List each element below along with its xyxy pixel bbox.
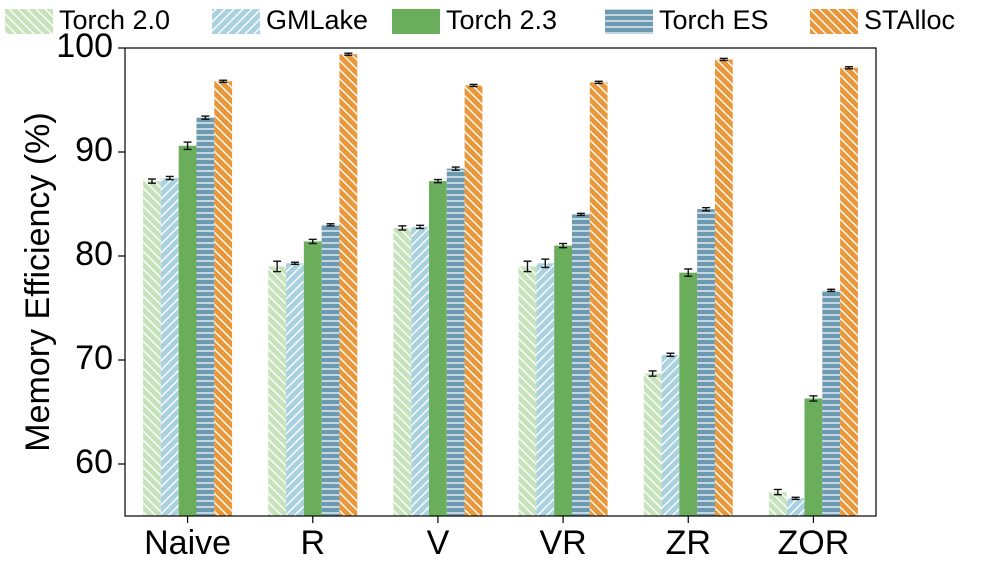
errorbar-stalloc-zr <box>719 57 728 62</box>
bar-hatch <box>196 117 215 517</box>
bar-hatch <box>536 263 555 516</box>
errorbar-torch-2-3-naive <box>183 141 192 151</box>
legend: Torch 2.0 GMLake Torch 2.3 Torch ES STAlloc <box>5 5 955 35</box>
errorbar-torch-es-vr <box>576 212 585 217</box>
errorbar-torch-2-3-r <box>308 238 317 245</box>
bar-hatch <box>786 498 805 516</box>
legend-label: GMLake <box>266 5 368 35</box>
y-axis: 60 70 80 90 100 <box>56 27 125 481</box>
bar-hatch <box>160 178 179 516</box>
errorbar-torch-es-naive <box>201 115 210 120</box>
errorbar-stalloc-naive <box>219 79 228 84</box>
x-tick-label-zr: ZR <box>666 524 711 562</box>
legend-item-torch-2-0: Torch 2.0 <box>5 5 170 35</box>
plot-area-frame <box>124 47 877 517</box>
bar-hatch <box>393 227 412 517</box>
bar-hatch <box>840 67 858 516</box>
bar-torch-2-3-zr <box>679 272 698 516</box>
bar-hatch <box>268 266 287 516</box>
errorbar-torch-2-0-naive <box>147 178 156 184</box>
errorbar-gmlake-vr <box>541 258 550 269</box>
bar-hatch <box>589 82 608 516</box>
errorbar-gmlake-r <box>290 261 299 266</box>
errorbar-layer <box>147 52 854 501</box>
y-tick-label: 80 <box>75 235 113 273</box>
legend-item-torch-es: Torch ES <box>605 5 769 35</box>
legend-label: Torch 2.3 <box>446 5 557 35</box>
bar-hatch <box>518 266 537 516</box>
errorbar-stalloc-zor <box>845 66 854 70</box>
errorbar-torch-2-0-vr <box>523 260 532 273</box>
legend-swatch-hatch <box>605 9 653 34</box>
y-tick-label: 90 <box>75 131 113 169</box>
legend-label: STAlloc <box>864 5 955 35</box>
bar-hatch <box>697 209 715 516</box>
bar-torch-2-3-v <box>429 181 447 516</box>
legend-swatch-hatch <box>212 9 260 34</box>
errorbar-torch-2-0-v <box>398 225 407 231</box>
errorbar-gmlake-zr <box>666 352 675 358</box>
bar-layer <box>143 54 858 517</box>
bar-torch-2-3-naive <box>178 145 197 516</box>
bar-hatch <box>321 224 340 517</box>
errorbar-stalloc-v <box>469 83 478 88</box>
errorbar-torch-es-zr <box>702 206 711 212</box>
errorbar-torch-2-0-r <box>273 260 282 273</box>
x-tick-label-naive: Naive <box>144 524 231 562</box>
x-tick-label-r: R <box>300 524 325 562</box>
bar-hatch <box>822 290 841 516</box>
bar-hatch <box>661 354 680 516</box>
errorbar-torch-2-3-zor <box>809 395 818 402</box>
errorbar-torch-es-v <box>451 166 460 171</box>
bar-hatch <box>339 54 358 517</box>
y-tick-label: 70 <box>75 339 113 377</box>
errorbar-torch-2-3-v <box>433 178 442 184</box>
errorbar-torch-2-0-zr <box>648 370 657 377</box>
errorbar-gmlake-naive <box>165 175 174 181</box>
errorbar-torch-2-3-vr <box>559 242 568 249</box>
legend-swatch-hatch <box>5 9 53 34</box>
bar-torch-2-3-vr <box>554 245 572 516</box>
bar-hatch <box>768 492 787 516</box>
bar-hatch <box>446 168 465 516</box>
bar-hatch <box>714 59 733 516</box>
x-tick-label-v: V <box>427 524 450 562</box>
errorbar-torch-es-r <box>326 223 335 227</box>
y-axis-label: Memory Efficiency (%) <box>19 112 57 451</box>
legend-item-gmlake: GMLake <box>212 5 368 35</box>
bar-hatch <box>643 373 662 516</box>
legend-swatch <box>392 9 440 34</box>
bar-hatch <box>464 85 483 516</box>
legend-swatch-hatch <box>810 9 858 34</box>
y-tick-label: 100 <box>56 27 113 65</box>
errorbar-torch-es-zor <box>827 288 836 293</box>
errorbar-torch-2-0-zor <box>773 488 782 496</box>
x-tick-label-vr: VR <box>539 524 586 562</box>
legend-label: Torch ES <box>659 5 769 35</box>
legend-item-stalloc: STAlloc <box>810 5 955 35</box>
errorbar-torch-2-3-zr <box>684 268 693 277</box>
legend-item-torch-2-3: Torch 2.3 <box>392 5 557 35</box>
y-tick-label: 60 <box>75 443 113 481</box>
errorbar-gmlake-v <box>416 224 425 230</box>
bar-hatch <box>411 226 430 516</box>
bar-hatch <box>143 181 161 516</box>
bar-hatch <box>571 214 590 516</box>
bar-hatch <box>214 81 233 516</box>
errorbar-stalloc-vr <box>594 80 603 85</box>
bar-hatch <box>286 263 304 516</box>
bar-torch-2-3-r <box>303 241 322 516</box>
errorbar-gmlake-zor <box>791 496 800 501</box>
x-axis: Naive R V VR ZR ZOR <box>144 516 849 562</box>
x-tick-label-zor: ZOR <box>778 524 850 562</box>
legend-label: Torch 2.0 <box>59 5 170 35</box>
errorbar-stalloc-r <box>344 52 353 56</box>
bar-torch-2-3-zor <box>804 398 823 516</box>
